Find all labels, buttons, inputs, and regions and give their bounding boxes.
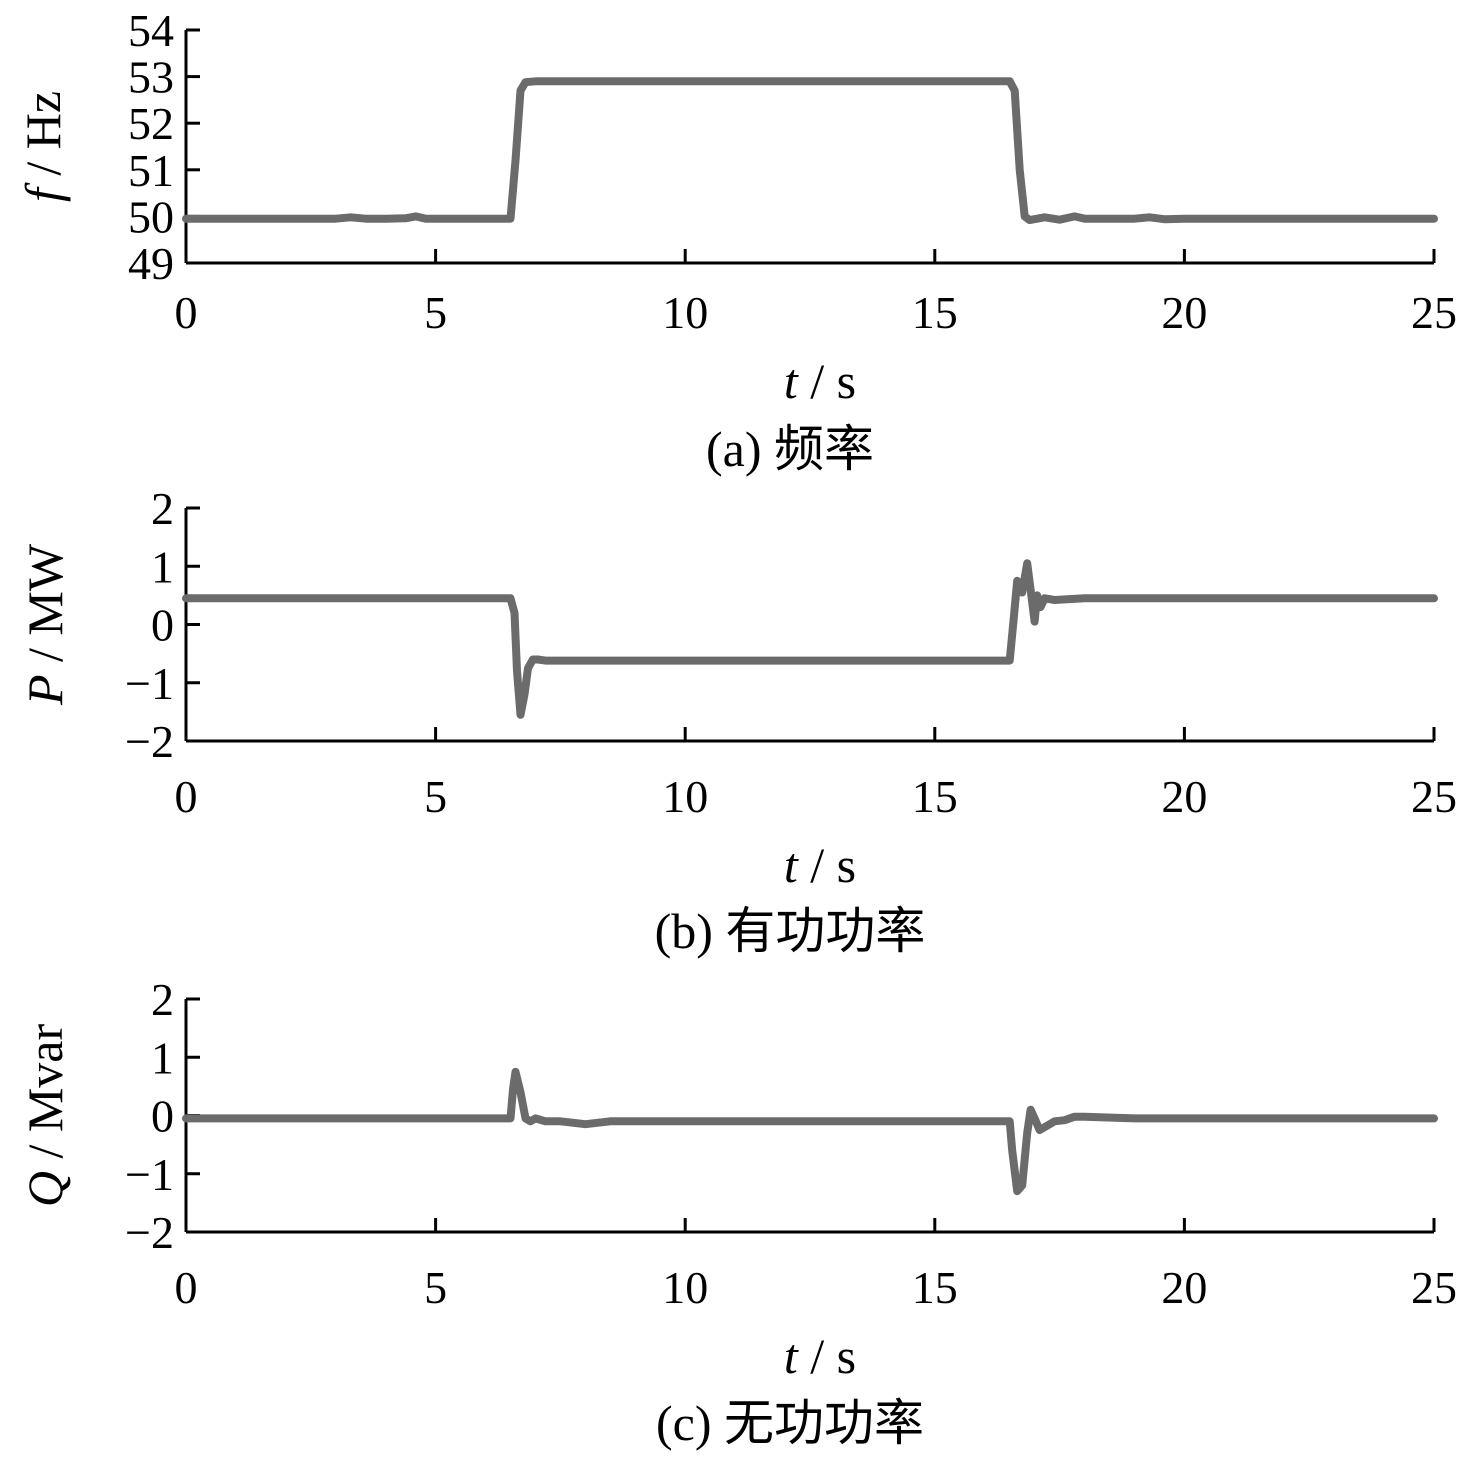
series-line-c (182, 1067, 1438, 1196)
y-tick-label: 1 (151, 541, 174, 592)
y-tick-label: 52 (128, 98, 174, 149)
y-tick-label: 49 (128, 238, 174, 289)
series-line-a (182, 77, 1438, 225)
x-tick-label: 0 (175, 1262, 198, 1313)
x-tick-label: 25 (1411, 287, 1457, 338)
y-axis-var: Q (17, 1171, 73, 1207)
x-tick-label: 5 (424, 1262, 447, 1313)
x-axis-unit: / s (798, 353, 856, 409)
y-tick-label: 51 (128, 145, 174, 196)
y-tick-label: −2 (125, 716, 174, 767)
y-axis-unit: / Mvar (17, 1024, 73, 1172)
x-tick-label: 25 (1411, 1262, 1457, 1313)
y-tick-label: 2 (151, 483, 174, 534)
x-tick-label: 10 (662, 771, 708, 822)
x-axis-var: t (784, 353, 799, 409)
x-axis-var: t (784, 1328, 799, 1384)
y-axis-unit: / Hz (15, 91, 71, 188)
panel-caption: (a) 频率 (706, 421, 874, 477)
y-tick-label: 54 (128, 5, 174, 56)
y-tick-label: 1 (151, 1032, 174, 1083)
x-tick-label: 15 (912, 1262, 958, 1313)
y-tick-label: 0 (151, 1091, 174, 1142)
y-tick-label: 53 (128, 52, 174, 103)
x-tick-label: 20 (1161, 287, 1207, 338)
x-axis-label: t / s (784, 1328, 856, 1384)
y-tick-label: 50 (128, 191, 174, 242)
x-tick-label: 25 (1411, 771, 1457, 822)
panel-caption: (b) 有功功率 (655, 903, 926, 959)
x-tick-label: 5 (424, 287, 447, 338)
x-axis-unit: / s (798, 1328, 856, 1384)
panel-caption: (c) 无功功率 (656, 1395, 924, 1451)
x-tick-label: 5 (424, 771, 447, 822)
x-tick-label: 0 (175, 771, 198, 822)
x-tick-label: 10 (662, 1262, 708, 1313)
y-tick-label: −1 (125, 1149, 174, 1200)
y-tick-label: 2 (151, 974, 174, 1025)
x-tick-label: 20 (1161, 1262, 1207, 1313)
y-axis-label: P / MW (17, 543, 73, 706)
x-tick-label: 10 (662, 287, 708, 338)
series-line-b (182, 559, 1438, 719)
y-tick-label: 0 (151, 600, 174, 651)
y-axis-label: Q / Mvar (17, 1024, 73, 1208)
y-axis-unit: / MW (17, 543, 73, 674)
y-tick-label: −2 (125, 1207, 174, 1258)
x-axis-label: t / s (784, 837, 856, 893)
y-tick-label: −1 (125, 658, 174, 709)
y-axis-label: f / Hz (15, 91, 71, 202)
y-axis-var: P (17, 675, 73, 707)
x-tick-label: 15 (912, 287, 958, 338)
x-tick-label: 20 (1161, 771, 1207, 822)
x-tick-label: 15 (912, 771, 958, 822)
x-tick-label: 0 (175, 287, 198, 338)
x-axis-var: t (784, 837, 799, 893)
x-axis-label: t / s (784, 353, 856, 409)
x-axis-unit: / s (798, 837, 856, 893)
